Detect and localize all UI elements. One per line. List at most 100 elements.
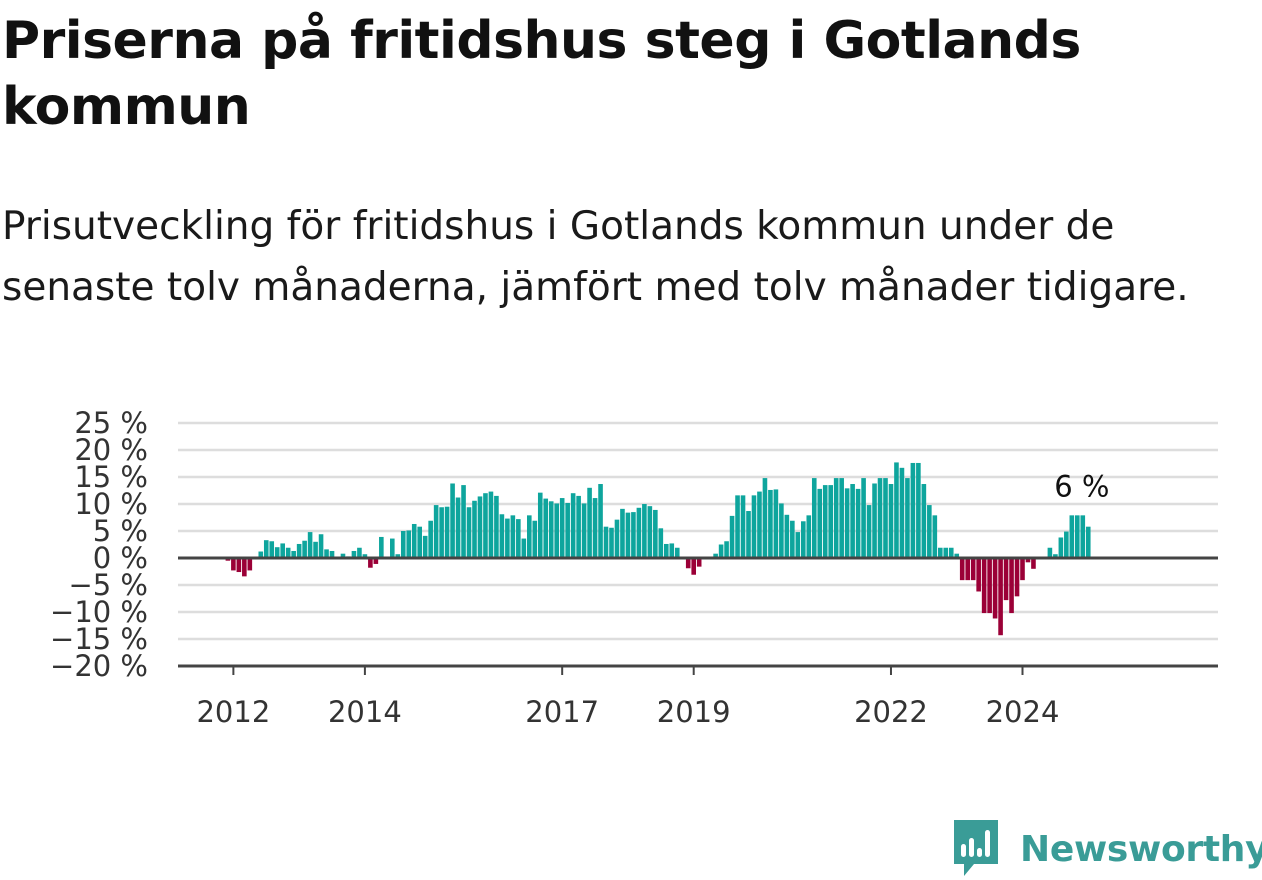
bar [258,551,264,558]
bar [428,520,433,558]
bar [411,523,417,558]
bar [263,540,269,558]
bar [899,467,905,558]
bar [740,495,746,558]
bar [406,530,412,558]
bar [888,484,894,558]
bar [1009,558,1014,614]
bar [822,485,828,558]
bar [592,498,598,558]
bar [422,535,428,558]
bar [959,558,965,581]
bar [718,544,724,558]
bar [614,519,620,558]
bar [231,558,236,571]
y-tick-label: 20 % [74,433,148,467]
bar [795,532,801,558]
bar [307,532,313,558]
bar [910,462,916,558]
bar [927,505,932,558]
newsworthy-brand[interactable]: Newsworthy [950,818,1262,880]
axes [178,556,1218,675]
bar [450,483,455,558]
y-tick-label: 0 % [93,541,148,575]
bar [773,489,779,558]
bar [302,540,307,558]
bar [981,558,987,614]
bar [883,478,888,558]
bar [696,558,702,567]
bar [576,495,581,558]
bar [674,547,680,558]
y-tick-label: −20 % [50,649,148,683]
y-axis-labels: 25 %20 %15 %10 %5 %0 %−5 %−10 %−15 %−20 … [50,406,148,683]
bar [636,507,642,558]
bar [548,501,554,558]
bar [455,497,461,558]
bar [921,484,927,558]
y-tick-label: −5 % [68,568,148,602]
bar [735,495,740,558]
bar [669,543,675,558]
bar [1075,515,1080,558]
bar [543,498,549,558]
bar [1003,558,1009,601]
bar [247,558,253,571]
y-tick-label: −10 % [50,595,148,629]
bar [916,462,921,558]
bar [839,478,844,558]
bar [532,520,538,558]
bar [554,503,559,558]
bar [433,505,439,558]
bar [872,483,877,558]
bar [318,534,324,558]
last-value-label: 6 % [1054,470,1109,504]
bar [329,550,335,558]
bar [790,520,795,558]
bar [757,491,762,558]
bar [713,553,718,558]
x-tick-label: 2024 [986,695,1060,729]
bar [1069,515,1075,558]
bar [1053,554,1058,558]
bar [598,484,603,558]
bar [400,531,406,558]
x-tick-label: 2014 [328,695,402,729]
bar [631,512,636,558]
bar [976,558,981,592]
bar [537,492,543,558]
chart-title: Priserna på fritidshus steg i Gotlands k… [2,11,1081,137]
bar [280,543,285,558]
bar [269,541,275,558]
bar [620,508,625,558]
y-tick-label: 15 % [74,460,148,494]
bar [340,553,346,558]
bar [357,547,362,558]
bar [527,515,532,558]
bar [324,549,329,558]
bar [494,495,499,558]
bar [806,515,812,558]
bar [844,488,850,558]
bar [242,558,247,577]
bar [285,547,291,558]
bar [368,558,373,568]
bar [313,541,318,558]
x-axis-labels: 2012 2014 2017 2019 2022 2024 [196,695,1059,729]
bar [1025,558,1031,563]
bar [784,514,790,558]
bar [768,489,773,558]
bar [521,538,527,558]
x-tick-label: 2019 [657,695,731,729]
bar [970,558,976,581]
bar [466,507,472,558]
bar [351,550,357,558]
bar [779,503,784,558]
brand-name: Newsworthy [1020,828,1262,870]
bar [828,485,833,558]
newsworthy-logo-icon [954,820,998,876]
bar [861,478,866,558]
bar [581,503,587,558]
bar [817,488,823,558]
bar [647,506,653,558]
